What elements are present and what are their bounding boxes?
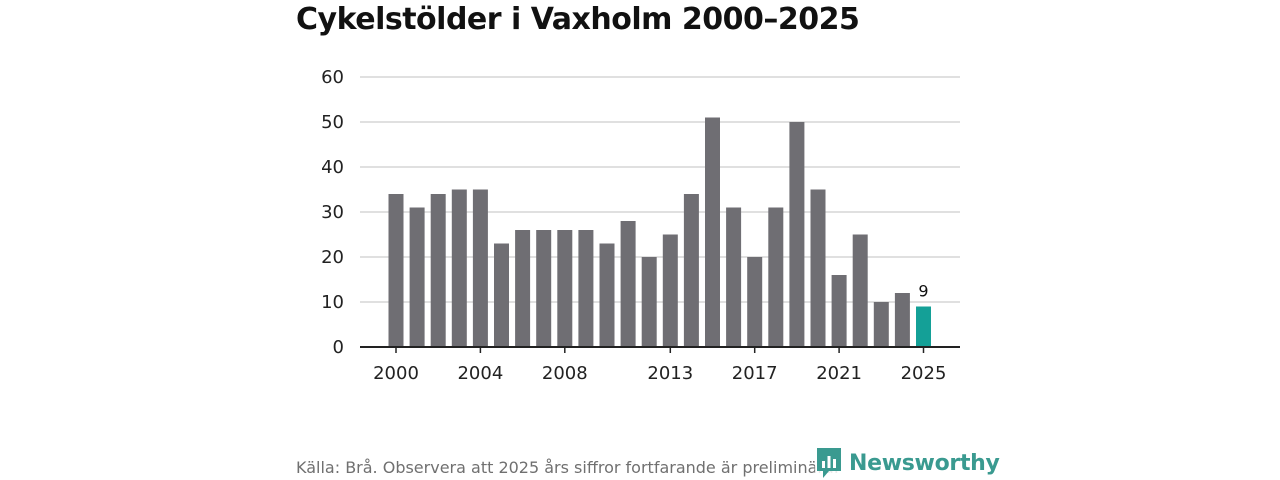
bar-2007 bbox=[536, 230, 552, 347]
y-tick-label: 60 bbox=[321, 67, 344, 88]
bar-2018 bbox=[768, 207, 784, 347]
bar-2005 bbox=[494, 243, 509, 347]
bar-2023 bbox=[873, 302, 889, 347]
bar-2020 bbox=[810, 189, 826, 347]
brand-name: Newsworthy bbox=[849, 450, 1000, 476]
bar-2014 bbox=[683, 194, 699, 347]
chart-bubble-icon bbox=[817, 448, 841, 478]
source-note: Källa: Brå. Observera att 2025 års siffr… bbox=[296, 458, 839, 477]
x-tick-label-2004: 2004 bbox=[457, 363, 503, 384]
bar-2003 bbox=[451, 189, 467, 347]
chart-title: Cykelstölder i Vaxholm 2000–2025 bbox=[296, 2, 860, 37]
bar-2016 bbox=[726, 207, 742, 347]
bar-2022 bbox=[852, 234, 868, 347]
x-tick-label-2000: 2000 bbox=[373, 363, 419, 384]
bar-2001 bbox=[409, 207, 425, 347]
bar-2024 bbox=[894, 293, 910, 347]
y-axis-labels: 0 10 20 30 40 50 60 bbox=[321, 67, 344, 358]
bar-2008 bbox=[557, 230, 573, 347]
y-tick-label: 0 bbox=[333, 337, 344, 358]
bar-2015 bbox=[705, 117, 720, 347]
x-axis-labels: 2000 2004 2008 2013 2017 2021 2025 bbox=[373, 363, 946, 384]
x-tick-label-2025: 2025 bbox=[901, 363, 947, 384]
x-tick-label-2021: 2021 bbox=[816, 363, 862, 384]
x-tick-label-2013: 2013 bbox=[647, 363, 693, 384]
bar-2002 bbox=[430, 194, 446, 347]
bar-2009 bbox=[578, 230, 594, 347]
y-tick-label: 40 bbox=[321, 157, 344, 178]
y-tick-label: 20 bbox=[321, 247, 344, 268]
bar-2021 bbox=[831, 275, 847, 347]
bar-2010 bbox=[599, 243, 615, 347]
y-tick-label: 10 bbox=[321, 292, 344, 313]
bar-chart: 0 10 20 30 40 50 60 9 2000 2004 2008 2013 2017 2021… bbox=[321, 67, 960, 384]
grid-lines bbox=[360, 76, 960, 303]
y-tick-label: 50 bbox=[321, 112, 344, 133]
bar-2017 bbox=[747, 257, 763, 347]
value-label-2025: 9 bbox=[918, 282, 928, 301]
x-tick-label-2017: 2017 bbox=[732, 363, 778, 384]
bar-2013 bbox=[662, 234, 678, 347]
bar-2019 bbox=[789, 122, 805, 347]
x-axis-ticks bbox=[395, 347, 925, 353]
value-labels: 9 bbox=[918, 282, 928, 301]
bar-2011 bbox=[620, 221, 636, 347]
bar-2025 bbox=[916, 306, 931, 347]
x-tick-label-2008: 2008 bbox=[542, 363, 588, 384]
bar-2004 bbox=[472, 189, 488, 347]
newsworthy-logo[interactable]: Newsworthy bbox=[815, 446, 1000, 480]
bar-2000 bbox=[388, 194, 404, 347]
bar-2012 bbox=[641, 257, 657, 347]
bars bbox=[388, 117, 931, 347]
y-tick-label: 30 bbox=[321, 202, 344, 223]
bar-2006 bbox=[515, 230, 531, 347]
